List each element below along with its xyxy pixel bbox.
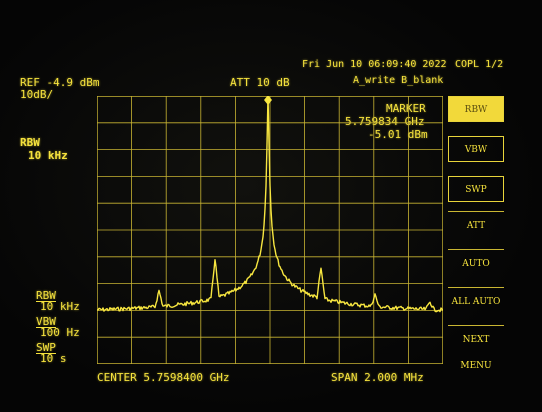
softkey-divider xyxy=(448,211,504,212)
softkey-auto[interactable]: AUTO xyxy=(448,251,504,277)
marker-diamond-icon xyxy=(264,96,272,105)
frequency-span: SPAN 2.000 MHz xyxy=(331,371,424,384)
vertical-scale: 10dB/ xyxy=(20,88,54,101)
marker-indicator xyxy=(264,96,272,105)
softkey-divider xyxy=(448,325,504,326)
softkey-rbw-label: RBW xyxy=(464,105,488,115)
spectrum-display xyxy=(97,96,443,364)
softkey-panel: RBW VBW SWP ATT AUTO ALL AUTO NEXT MENU xyxy=(448,96,504,371)
marker-frequency: 5.759834 GHz xyxy=(345,115,425,128)
softkey-vbw[interactable]: VBW xyxy=(448,136,504,162)
rbw-status-label: RBW xyxy=(36,289,56,302)
vbw-status-label: VBW xyxy=(36,315,56,328)
spectrum-trace xyxy=(97,96,443,313)
softkey-next-menu-label: NEXT MENU xyxy=(460,335,492,371)
softkey-rbw[interactable]: RBW xyxy=(448,96,504,122)
softkey-vbw-label: VBW xyxy=(464,145,488,155)
softkey-swp[interactable]: SWP xyxy=(448,176,504,202)
rbw-value: 10 kHz xyxy=(28,149,68,162)
softkey-next-menu[interactable]: NEXT MENU xyxy=(448,327,504,371)
softkey-divider xyxy=(448,249,504,250)
softkey-att[interactable]: ATT xyxy=(448,213,504,239)
graticule xyxy=(97,96,443,364)
softkey-att-label: ATT xyxy=(466,221,486,231)
reference-level: REF -4.9 dBm xyxy=(20,76,100,89)
attenuation: ATT 10 dB xyxy=(230,76,290,89)
copl-indicator: COPL 1/2 xyxy=(455,59,504,70)
softkey-all-auto-label: ALL AUTO xyxy=(451,297,501,307)
softkey-auto-label: AUTO xyxy=(462,259,490,269)
timestamp: Fri Jun 10 06:09:40 2022 xyxy=(302,59,447,70)
marker-title: MARKER xyxy=(386,102,426,115)
marker-level: -5.01 dBm xyxy=(368,128,428,141)
softkey-all-auto[interactable]: ALL AUTO xyxy=(448,289,504,315)
rbw-label: RBW xyxy=(20,136,40,149)
swp-status-value: 10 s xyxy=(40,352,67,365)
trace-modes: A_write B_blank xyxy=(353,75,444,86)
swp-status-label: SWP xyxy=(36,341,56,354)
softkey-swp-label: SWP xyxy=(465,185,487,195)
rbw-status-value: 10 kHz xyxy=(40,300,80,313)
vbw-status-value: 100 Hz xyxy=(40,326,80,339)
softkey-divider xyxy=(448,287,504,288)
center-frequency: CENTER 5.7598400 GHz xyxy=(97,371,230,384)
